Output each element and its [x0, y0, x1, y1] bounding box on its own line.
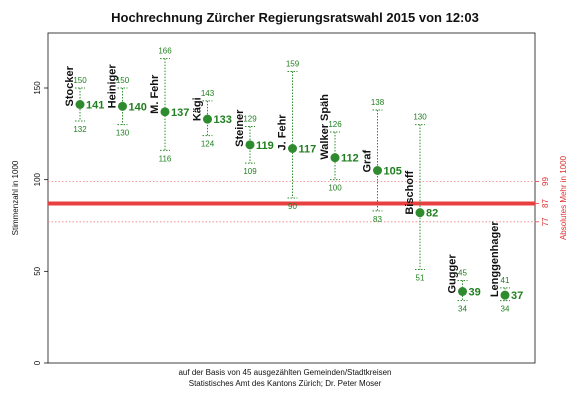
data-point — [75, 100, 85, 109]
candidate-name: Bischoff — [404, 170, 416, 214]
candidate-7: 126 100 112 Walker Späh — [319, 94, 359, 193]
right-tick-label: 99 — [541, 177, 550, 186]
value-label: 141 — [86, 100, 104, 112]
y-tick-label: 100 — [33, 172, 42, 186]
candidate-name: Gugger — [447, 254, 459, 294]
candidate-name: Steiner — [234, 109, 246, 147]
value-label: 140 — [129, 101, 147, 113]
candidate-4: 143 124 133 Kägi — [192, 89, 232, 149]
upper-bound-label: 143 — [201, 89, 215, 98]
candidate-name: Heiniger — [107, 64, 119, 109]
lower-bound-label: 132 — [73, 125, 87, 134]
lower-bound-label: 130 — [116, 129, 130, 138]
candidate-name: M. Fehr — [149, 74, 161, 114]
candidate-6: 159 90 117 J. Fehr — [277, 60, 317, 212]
candidate-8: 138 83 105 Graf — [362, 98, 402, 224]
value-label: 37 — [511, 290, 523, 302]
lower-bound-label: 51 — [416, 274, 425, 283]
right-tick-label: 77 — [541, 217, 550, 226]
y-tick-label: 150 — [33, 81, 42, 95]
upper-bound-label: 45 — [458, 269, 467, 278]
y-tick-label: 0 — [33, 360, 42, 365]
candidate-2: 150 130 140 Heiniger — [107, 64, 147, 138]
lower-bound-label: 109 — [243, 167, 257, 176]
candidate-name: Stocker — [64, 65, 76, 106]
lower-bound-label: 90 — [288, 202, 297, 211]
candidate-name: J. Fehr — [277, 114, 289, 151]
data-point — [373, 166, 382, 175]
data-point — [500, 290, 510, 300]
lower-bound-label: 116 — [159, 154, 172, 163]
upper-bound-label: 150 — [73, 76, 87, 85]
candidate-5: 129 109 119 Steiner — [234, 109, 274, 176]
data-point — [118, 101, 127, 111]
y-axis-label: Stimmenzahl in 1000 — [11, 160, 20, 235]
upper-bound-label: 126 — [328, 120, 342, 129]
lower-bound-label: 34 — [501, 305, 510, 314]
value-label: 119 — [256, 140, 274, 152]
candidate-9: 130 51 82 Bischoff — [404, 113, 438, 283]
chart-title: Hochrechnung Zürcher Regierungsratswahl … — [111, 10, 479, 25]
y-tick-label: 50 — [33, 266, 42, 275]
data-point — [160, 107, 170, 117]
caption-line-1: auf der Basis von 45 ausgezählten Gemein… — [178, 368, 391, 377]
lower-bound-label: 124 — [201, 140, 215, 149]
data-point — [245, 140, 255, 150]
upper-bound-label: 150 — [116, 76, 130, 85]
value-label: 39 — [469, 287, 481, 299]
lower-bound-label: 83 — [373, 215, 382, 224]
candidate-name: Graf — [362, 150, 374, 173]
candidate-name: Walker Späh — [319, 94, 331, 160]
data-point — [415, 208, 425, 218]
lower-bound-label: 34 — [458, 305, 467, 314]
data-point — [330, 153, 340, 163]
upper-bound-label: 166 — [158, 47, 172, 56]
data-point — [203, 114, 212, 124]
value-label: 117 — [299, 144, 317, 156]
upper-bound-label: 129 — [243, 115, 257, 124]
upper-bound-label: 138 — [371, 98, 385, 107]
candidate-name: Lenggenhager — [489, 221, 501, 298]
candidate-3: 166 116 137 M. Fehr — [149, 47, 189, 164]
right-tick-label: 87 — [541, 199, 550, 208]
value-label: 105 — [384, 166, 402, 178]
value-label: 133 — [214, 114, 232, 126]
data-point — [288, 144, 297, 153]
value-label: 112 — [341, 153, 359, 165]
right-axis-label: Absolutes Mehr in 1000 — [559, 155, 568, 240]
value-label: 137 — [171, 107, 189, 119]
plot-frame — [47, 32, 536, 364]
caption-line-2: Statistisches Amt des Kantons Zürich; Dr… — [189, 379, 382, 388]
data-point — [458, 287, 467, 296]
upper-bound-label: 130 — [413, 113, 427, 122]
value-label: 82 — [426, 208, 438, 220]
upper-bound-label: 159 — [286, 60, 300, 69]
lower-bound-label: 100 — [328, 184, 342, 193]
candidate-name: Kägi — [192, 97, 204, 121]
upper-bound-label: 41 — [501, 276, 510, 285]
candidate-1: 150 132 141 Stocker — [64, 65, 104, 134]
